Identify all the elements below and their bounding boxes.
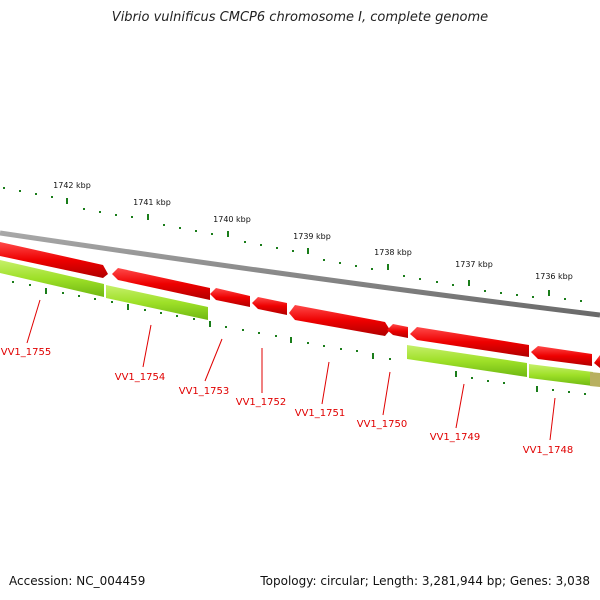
- gene-reverse: [590, 372, 600, 387]
- inner-scale: [12, 281, 586, 395]
- gene-forward: [210, 288, 250, 307]
- gene-forward: [289, 305, 390, 336]
- gene-label: VV1_1748: [523, 445, 574, 456]
- scale-label: 1741 kbp: [133, 198, 171, 207]
- gene-reverse: [0, 260, 104, 297]
- outer-scale: 1742 kbp 1741 kbp 1740 kbp 1739 kbp 1738…: [3, 181, 582, 302]
- scale-label: 1738 kbp: [374, 248, 412, 257]
- gene-forward: [112, 268, 210, 300]
- gene-forward: [0, 242, 108, 278]
- gene-labels: VV1_1755 VV1_1754 VV1_1753 VV1_1752 VV1_…: [1, 347, 574, 456]
- scale-label: 1736 kbp: [535, 272, 573, 281]
- accession-text: Accession: NC_004459: [9, 574, 146, 588]
- gene-forward: [594, 355, 600, 368]
- scale-label: 1737 kbp: [455, 260, 493, 269]
- chromosome-backbone: [0, 230, 600, 318]
- gene-label: VV1_1751: [295, 408, 346, 419]
- gene-label: VV1_1749: [430, 432, 481, 443]
- forward-strand-track: [0, 242, 600, 368]
- gene-forward: [531, 346, 592, 366]
- map-title: Vibrio vulnificus CMCP6 chromosome I, co…: [111, 10, 489, 25]
- gene-forward: [252, 297, 287, 315]
- gene-forward: [387, 324, 408, 338]
- gene-label: VV1_1755: [1, 347, 52, 358]
- scale-label: 1740 kbp: [213, 215, 251, 224]
- scale-label: 1742 kbp: [53, 181, 91, 190]
- gene-forward: [410, 327, 529, 357]
- gene-label: VV1_1750: [357, 419, 408, 430]
- gene-reverse: [407, 345, 527, 377]
- gene-label: VV1_1752: [236, 397, 287, 408]
- leader-lines: [26, 299, 556, 441]
- gene-reverse: [529, 364, 593, 386]
- gene-reverse: [106, 285, 208, 320]
- gene-label: VV1_1753: [179, 386, 230, 397]
- reverse-strand-track: [0, 260, 600, 387]
- scale-label: 1739 kbp: [293, 232, 331, 241]
- genome-summary: Topology: circular; Length: 3,281,944 bp…: [260, 574, 590, 588]
- gene-label: VV1_1754: [115, 372, 166, 383]
